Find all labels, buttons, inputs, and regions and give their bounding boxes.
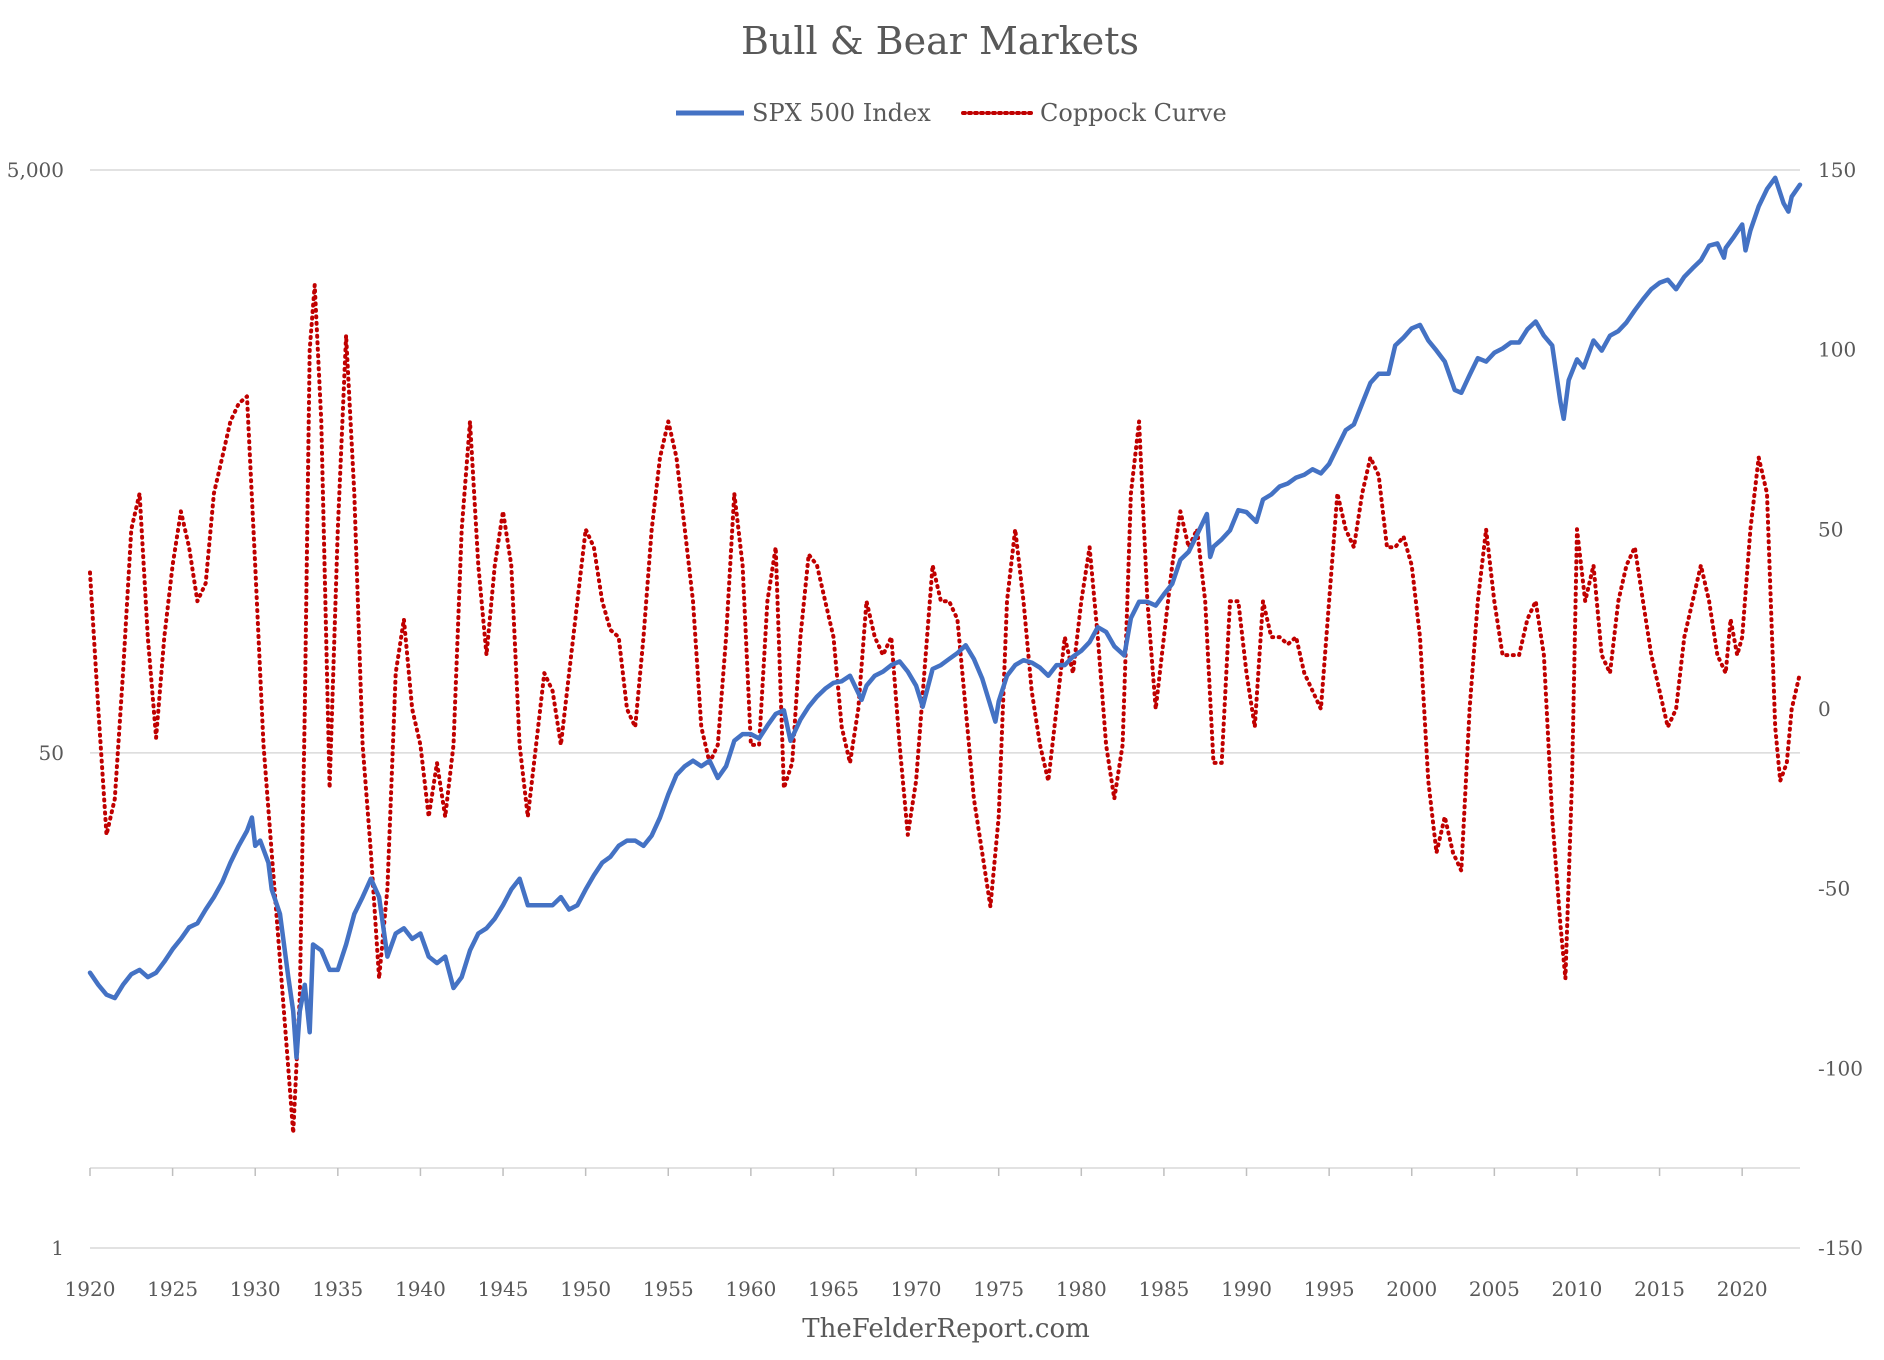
x-tick-label: 1920 <box>65 1277 116 1301</box>
y-right-tick-label: 50 <box>1818 517 1843 541</box>
x-tick-label: 1925 <box>147 1277 198 1301</box>
spx-index-line <box>87 175 1803 1060</box>
y-right-tick-label: -100 <box>1818 1056 1863 1080</box>
x-tick-label: 1960 <box>725 1277 776 1301</box>
x-tick-label: 2015 <box>1634 1277 1685 1301</box>
x-tick-label: 2010 <box>1552 1277 1603 1301</box>
legend-label-coppock: Coppock Curve <box>1040 99 1227 127</box>
chart-title: Bull & Bear Markets <box>741 19 1139 63</box>
x-tick-label: 1955 <box>643 1277 694 1301</box>
spx-series <box>87 175 1803 1060</box>
y-right-tick-label: 0 <box>1818 697 1831 721</box>
coppock-series <box>88 283 1802 1135</box>
legend: SPX 500 Index Coppock Curve <box>676 99 1227 127</box>
y-left-tick-label: 1 <box>51 1236 64 1260</box>
x-tick-label: 1950 <box>560 1277 611 1301</box>
y-left-tick-label: 5,000 <box>7 158 64 182</box>
y-right-tick-label: 100 <box>1818 338 1856 362</box>
y-left-tick-label: 50 <box>39 741 64 765</box>
x-tick-label: 1985 <box>1138 1277 1189 1301</box>
x-tick-label: 2005 <box>1469 1277 1520 1301</box>
x-tick-label: 1995 <box>1304 1277 1355 1301</box>
y-right-tick-label: -50 <box>1818 877 1850 901</box>
x-tick-label: 1980 <box>1056 1277 1107 1301</box>
x-tick-label: 1940 <box>395 1277 446 1301</box>
x-tick-label: 1970 <box>891 1277 942 1301</box>
y-right-tick-label: -150 <box>1818 1236 1863 1260</box>
x-tick-label: 2020 <box>1717 1277 1768 1301</box>
x-tick-label: 1945 <box>478 1277 529 1301</box>
x-tick-label: 1935 <box>312 1277 363 1301</box>
y-right-tick-label: 150 <box>1818 158 1856 182</box>
gridlines <box>90 169 1800 1249</box>
x-tick-label: 1990 <box>1221 1277 1272 1301</box>
legend-label-spx: SPX 500 Index <box>752 99 931 127</box>
coppock-curve-line <box>88 283 1802 1135</box>
x-tick-label: 1930 <box>230 1277 281 1301</box>
x-tick-label: 1965 <box>808 1277 859 1301</box>
x-tick-label: 1975 <box>973 1277 1024 1301</box>
source-label: TheFelderReport.com <box>802 1314 1090 1344</box>
x-tick-label: 2000 <box>1386 1277 1437 1301</box>
